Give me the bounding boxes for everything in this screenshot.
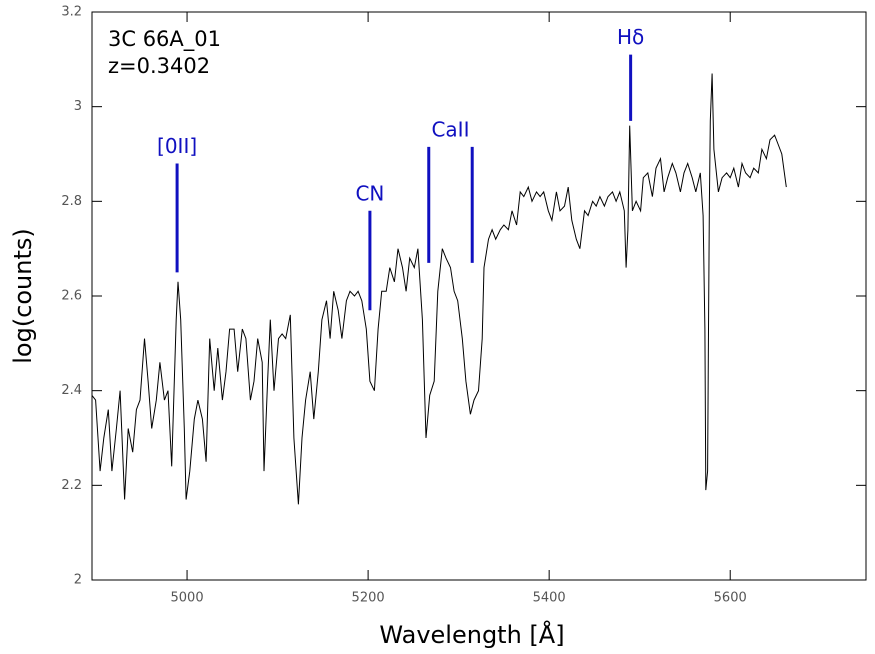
x-tick-label: 5000: [171, 591, 204, 606]
y-tick-label: 3: [74, 99, 82, 114]
x-tick-label: 5600: [714, 591, 747, 606]
chart-text: 3C 66A_01: [108, 27, 221, 52]
spectrum-line: [91, 73, 787, 505]
x-axis-label: Wavelength [Å]: [379, 620, 564, 649]
y-tick-label: 2.4: [61, 383, 82, 398]
x-tick-label: 5200: [352, 591, 385, 606]
y-tick-label: 2.8: [61, 194, 82, 209]
y-tick-label: 3.2: [61, 5, 82, 20]
annotation-label: Hδ: [617, 25, 644, 49]
y-axis-label: log(counts): [9, 228, 37, 364]
plot-frame: [91, 11, 867, 581]
annotation-label: CaII: [431, 117, 469, 141]
y-tick-label: 2: [74, 573, 82, 588]
annotation-label: CN: [355, 181, 384, 205]
y-tick-label: 2.2: [61, 478, 82, 493]
annotation-label: [0II]: [157, 134, 197, 158]
chart-text: z=0.3402: [108, 54, 210, 78]
y-tick-label: 2.6: [61, 289, 82, 304]
x-tick-label: 5400: [533, 591, 566, 606]
